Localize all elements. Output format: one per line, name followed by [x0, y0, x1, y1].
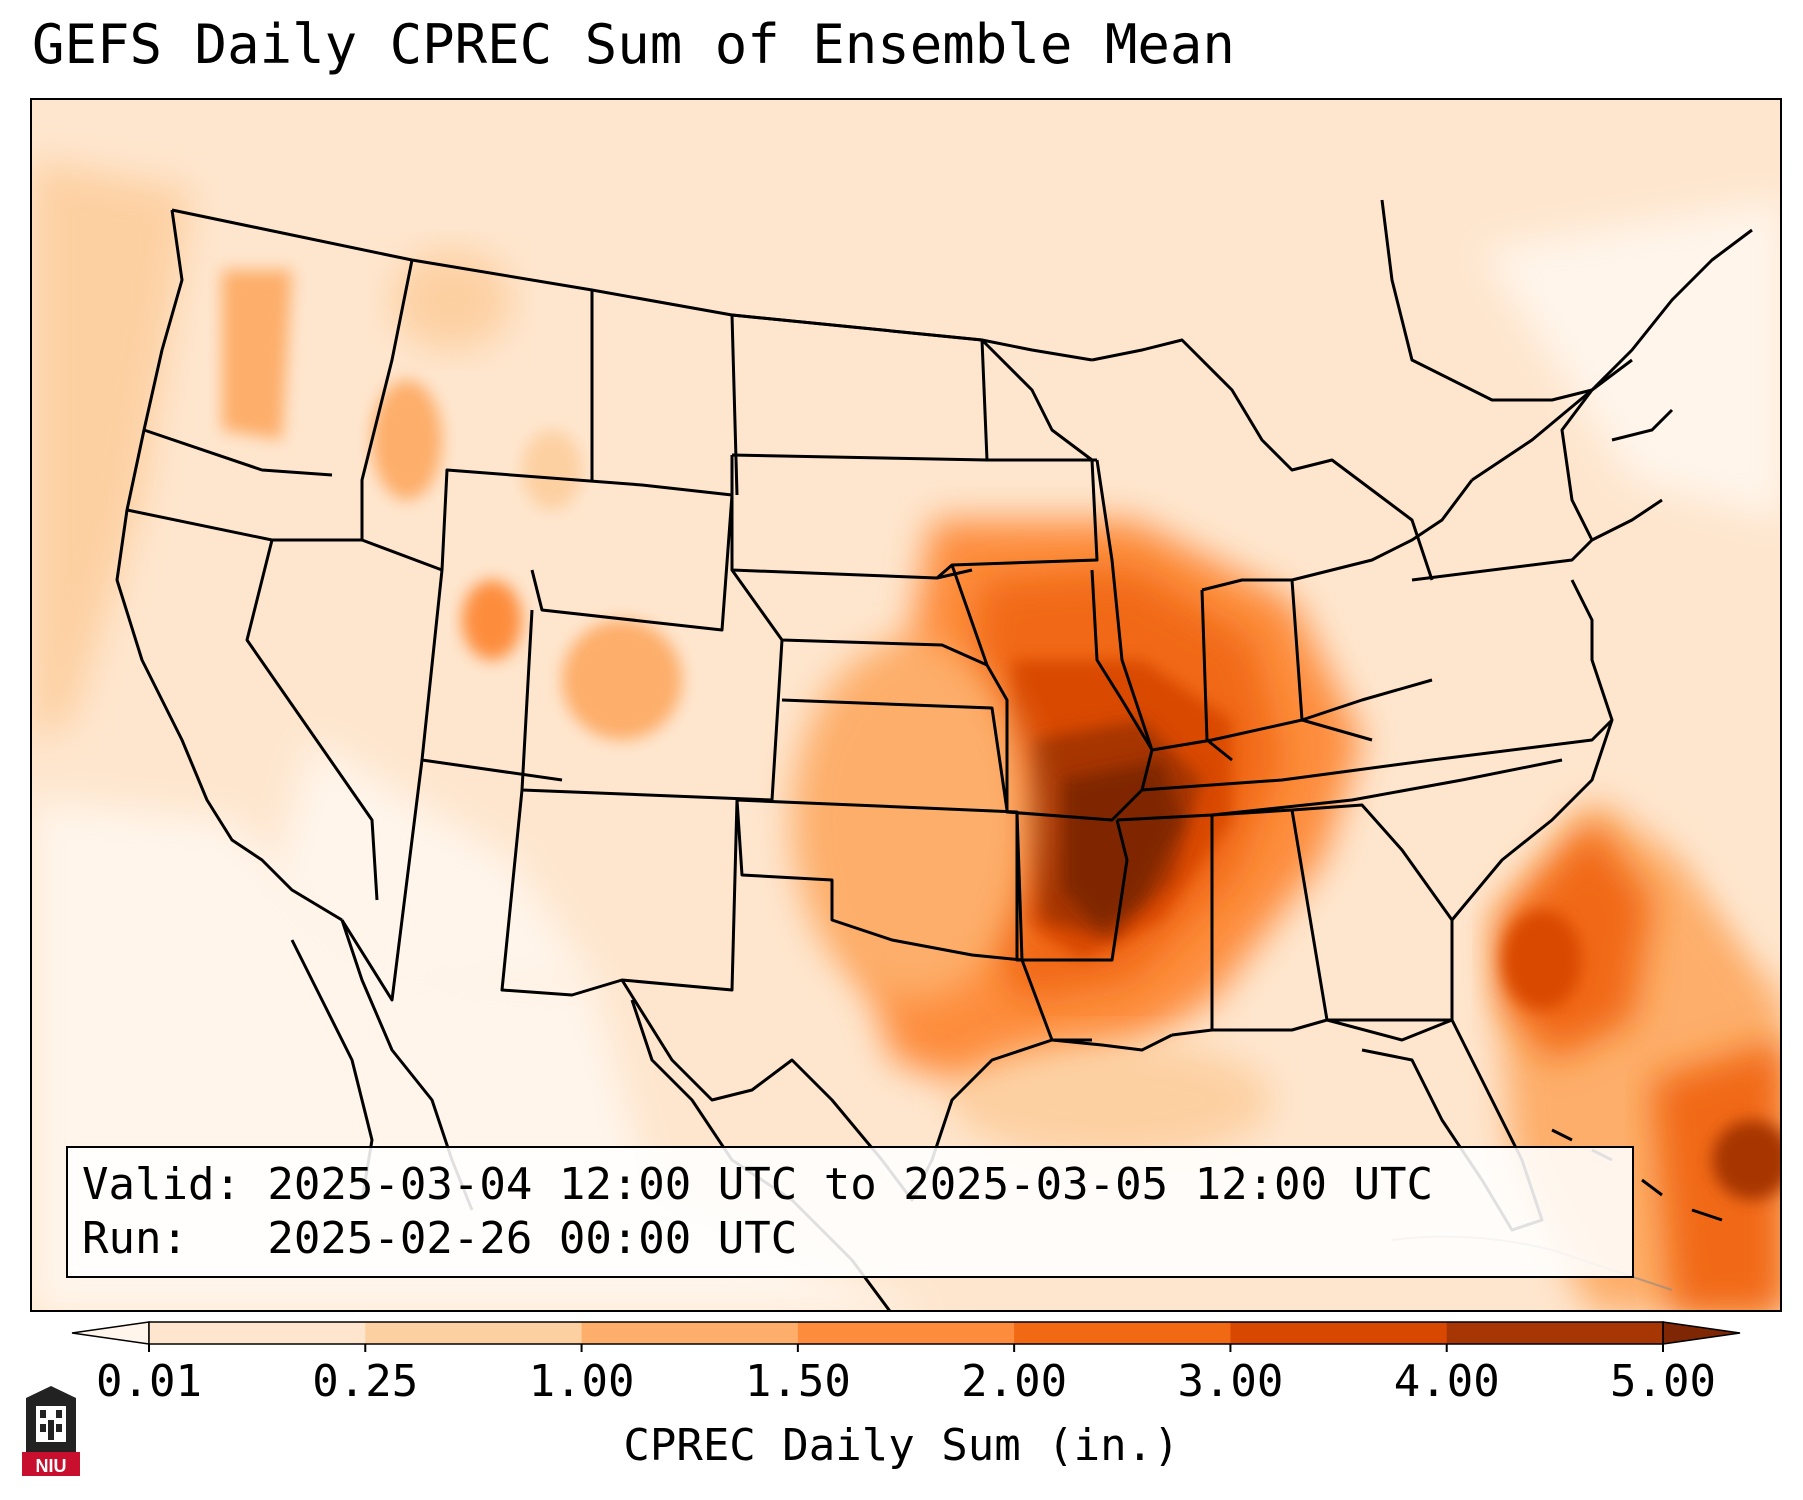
run-time-line: Run: 2025-02-26 00:00 UTC	[82, 1212, 1618, 1266]
colorbar-segments	[72, 1322, 1740, 1344]
colorbar-segment	[582, 1322, 799, 1344]
colorbar-extend-max	[1663, 1322, 1740, 1344]
precip-map	[30, 98, 1782, 1312]
precip-area	[522, 430, 582, 510]
colorbar-extend-min	[72, 1322, 149, 1344]
colorbar-tick-label: 5.00	[1610, 1356, 1716, 1407]
precip-map-canvas	[32, 100, 1782, 1312]
valid-info-box: Valid: 2025-03-04 12:00 UTC to 2025-03-0…	[66, 1146, 1634, 1278]
colorbar	[0, 1310, 1803, 1360]
colorbar-tick-label: 1.50	[745, 1356, 851, 1407]
colorbar-tick-label: 1.00	[529, 1356, 635, 1407]
colorbar-tick-label: 2.00	[961, 1356, 1067, 1407]
svg-text:NIU: NIU	[36, 1456, 67, 1476]
colorbar-label: CPREC Daily Sum (in.)	[0, 1420, 1803, 1471]
colorbar-segment	[149, 1322, 366, 1344]
colorbar-tick-label: 3.00	[1177, 1356, 1283, 1407]
precip-area	[562, 620, 682, 740]
colorbar-segment	[798, 1322, 1015, 1344]
colorbar-segment	[1447, 1322, 1664, 1344]
colorbar-tick-label: 0.01	[96, 1356, 202, 1407]
valid-time-line: Valid: 2025-03-04 12:00 UTC to 2025-03-0…	[82, 1158, 1618, 1212]
niu-logo: NIU	[20, 1384, 82, 1480]
precip-area	[792, 640, 1032, 1000]
chart-title: GEFS Daily CPREC Sum of Ensemble Mean	[32, 18, 1235, 72]
colorbar-ticks	[149, 1344, 1663, 1352]
precip-area	[222, 270, 292, 440]
colorbar-tick-label: 0.25	[312, 1356, 418, 1407]
colorbar-segment	[1230, 1322, 1447, 1344]
colorbar-segment	[365, 1322, 582, 1344]
colorbar-tick-label: 4.00	[1394, 1356, 1500, 1407]
precip-area	[462, 580, 522, 660]
colorbar-segment	[1014, 1322, 1231, 1344]
precip-area	[1502, 910, 1582, 1010]
